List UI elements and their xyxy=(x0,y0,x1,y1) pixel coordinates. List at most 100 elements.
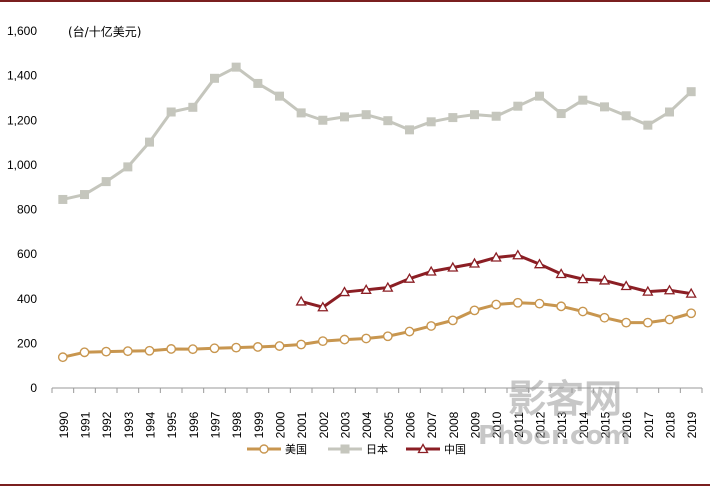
data-point xyxy=(556,301,567,312)
data-point xyxy=(317,336,328,347)
data-point xyxy=(339,334,350,345)
series-layer xyxy=(57,62,697,363)
series-2 xyxy=(58,62,696,204)
x-tick-label: 2003 xyxy=(339,411,353,438)
y-tick-label: 1,400 xyxy=(7,69,37,83)
data-point xyxy=(621,317,632,328)
series-1 xyxy=(57,297,697,363)
data-point xyxy=(340,112,349,122)
legend-item-1: 美国 xyxy=(247,443,307,456)
data-point xyxy=(556,109,566,119)
y-tick-label: 1,600 xyxy=(7,24,37,38)
data-point xyxy=(231,62,241,72)
data-point xyxy=(403,272,416,283)
data-point xyxy=(642,285,654,296)
data-point xyxy=(317,301,329,312)
legend-item-3: 中国 xyxy=(406,443,466,456)
x-tick-label: 1992 xyxy=(100,411,114,438)
x-tick-label: 2005 xyxy=(382,411,396,438)
data-point xyxy=(469,305,480,316)
data-point xyxy=(598,274,611,285)
x-tick-label: 2011 xyxy=(512,412,526,438)
data-point xyxy=(643,120,653,130)
data-point xyxy=(274,341,285,351)
unit-label: (台/十亿美元) xyxy=(68,24,141,39)
data-point xyxy=(231,342,242,353)
watermark-cn: 影客网 xyxy=(508,377,622,421)
data-point xyxy=(447,315,458,326)
data-point xyxy=(535,91,544,101)
y-tick-label: 600 xyxy=(17,247,37,261)
x-tick-label: 2004 xyxy=(360,411,374,438)
data-point xyxy=(361,333,372,344)
data-point xyxy=(620,280,632,291)
x-tick-label: 2015 xyxy=(599,411,613,438)
data-point xyxy=(382,281,394,292)
data-point xyxy=(166,107,176,117)
data-point xyxy=(360,283,372,294)
x-tick-label: 2002 xyxy=(317,411,331,438)
x-tick-label: 2013 xyxy=(555,411,569,438)
bottom-rule xyxy=(0,484,710,486)
data-point xyxy=(513,101,523,111)
data-point xyxy=(209,343,220,354)
data-point xyxy=(665,107,674,117)
x-axis: 1990 1991 1992 1993 1994 1995 1996 1997 1998 1999… xyxy=(51,387,703,438)
data-point xyxy=(426,117,436,127)
x-tick-label: 2017 xyxy=(642,411,656,438)
x-tick-label: 2006 xyxy=(404,411,418,438)
data-point xyxy=(252,342,263,352)
y-tick-label: 200 xyxy=(17,336,37,350)
x-tick-label: 2018 xyxy=(664,411,678,438)
data-point xyxy=(57,352,68,363)
data-point xyxy=(491,111,501,121)
x-tick-label: 1999 xyxy=(252,411,266,438)
y-tick-label: 800 xyxy=(17,203,37,217)
legend: 美国 日本 中国 xyxy=(247,442,466,456)
x-tick-label: 1991 xyxy=(79,411,93,438)
legend-marker xyxy=(417,443,429,454)
data-point xyxy=(187,344,198,355)
data-point xyxy=(382,331,393,342)
x-tick-label: 2000 xyxy=(274,411,288,438)
legend-item-2: 日本 xyxy=(328,442,388,456)
data-point xyxy=(555,268,567,279)
x-tick-label: 2016 xyxy=(620,411,634,438)
data-point xyxy=(295,295,307,306)
data-point xyxy=(686,87,696,97)
x-tick-label: 2009 xyxy=(469,411,483,438)
data-point xyxy=(663,284,676,295)
y-tick-label: 400 xyxy=(17,292,37,306)
data-point xyxy=(512,297,523,308)
series-3 xyxy=(295,249,697,312)
watermark: 影客网 Phoer.com xyxy=(478,377,630,451)
data-point xyxy=(58,194,68,204)
x-tick-label: 2010 xyxy=(490,411,504,438)
legend-marker xyxy=(340,444,350,454)
data-point xyxy=(621,111,631,121)
data-point xyxy=(188,102,198,112)
x-tick-label: 2007 xyxy=(425,411,439,438)
data-point xyxy=(361,110,371,120)
x-tick-label: 2019 xyxy=(685,411,699,438)
data-point xyxy=(577,306,588,317)
x-tick-label: 2001 xyxy=(295,411,309,438)
x-tick-label: 1995 xyxy=(165,411,179,438)
data-point xyxy=(123,162,133,172)
data-point xyxy=(686,308,697,319)
data-point xyxy=(79,347,90,358)
watermark-url: Phoer.com xyxy=(478,421,630,451)
data-point xyxy=(296,108,306,118)
x-tick-label: 2012 xyxy=(534,411,548,438)
data-point xyxy=(318,115,328,125)
data-point xyxy=(405,125,414,135)
y-tick-label: 1,200 xyxy=(7,113,37,127)
data-point xyxy=(80,190,89,200)
data-point xyxy=(512,249,524,260)
data-point xyxy=(577,273,589,284)
data-point xyxy=(383,116,393,126)
data-point xyxy=(101,346,112,357)
data-point xyxy=(685,287,697,298)
data-point xyxy=(447,261,459,272)
